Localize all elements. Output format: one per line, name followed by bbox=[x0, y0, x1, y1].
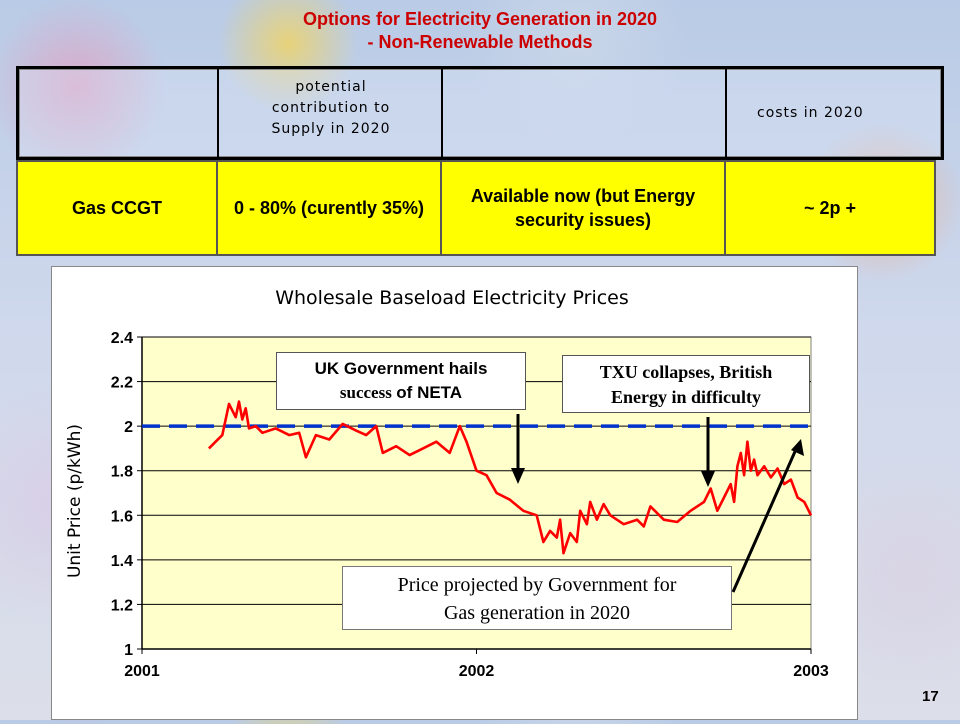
x-tick-label: 2001 bbox=[124, 663, 160, 680]
slide-title-line1: Options for Electricity Generation in 20… bbox=[302, 9, 658, 29]
annotation-projection: Price projected by Government for Gas ge… bbox=[342, 566, 732, 630]
annotation-neta-line1: UK Government hails bbox=[314, 359, 488, 378]
slide-title: Options for Electricity Generation in 20… bbox=[0, 8, 960, 54]
y-tick-label: 2.2 bbox=[111, 375, 133, 392]
chart-title: Wholesale Baseload Electricity Prices bbox=[275, 287, 629, 309]
y-tick-label: 1.8 bbox=[111, 464, 133, 481]
header-contribution-line3: Supply in 2020 bbox=[271, 121, 391, 137]
x-tick-label: 2003 bbox=[793, 663, 829, 680]
x-tick-label: 2002 bbox=[459, 663, 495, 680]
chart-container: Wholesale Baseload Electricity Prices Un… bbox=[51, 266, 858, 720]
header-contribution-text: potential contribution to Supply in 2020 bbox=[231, 77, 431, 140]
header-contribution-line2: contribution to bbox=[271, 100, 391, 116]
price-chart: Wholesale Baseload Electricity Prices Un… bbox=[65, 287, 829, 680]
header-cell-method bbox=[19, 69, 219, 157]
annotation-neta-line2b: of NETA bbox=[396, 383, 463, 402]
row-contribution: 0 - 80% (curently 35%) bbox=[218, 162, 442, 254]
projection-arrow-head bbox=[791, 439, 804, 456]
price-series-line bbox=[207, 400, 813, 555]
y-tick-label: 1.6 bbox=[111, 508, 133, 525]
annotation-txu: TXU collapses, British Energy in difficu… bbox=[562, 355, 810, 413]
y-tick-label: 1.2 bbox=[111, 597, 133, 614]
y-tick-label: 2.4 bbox=[111, 330, 133, 347]
y-tick-label: 1.4 bbox=[111, 553, 133, 570]
row-method: Gas CCGT bbox=[18, 162, 218, 254]
annotation-neta: UK Government hails success of NETA bbox=[276, 352, 526, 410]
annotation-txu-line1: TXU collapses, British bbox=[599, 362, 773, 382]
gas-ccgt-row: Gas CCGT 0 - 80% (curently 35%) Availabl… bbox=[16, 160, 936, 256]
annotation-neta-line2: success of NETA bbox=[277, 381, 525, 406]
header-cell-costs: costs in 2020 bbox=[727, 69, 941, 157]
slide-title-line2: - Non-Renewable Methods bbox=[367, 32, 593, 52]
annotation-neta-line2a: success bbox=[339, 383, 392, 402]
neta-arrow-head bbox=[511, 468, 525, 484]
y-tick-label: 2 bbox=[124, 419, 133, 436]
header-costs-text: costs in 2020 bbox=[757, 105, 864, 121]
header-contribution-line1: potential bbox=[295, 79, 367, 95]
annotation-txu-line2: Energy in difficulty bbox=[610, 387, 761, 407]
chart-y-axis-label: Unit Price (p/kWh) bbox=[65, 424, 85, 578]
header-cell-contribution: potential contribution to Supply in 2020 bbox=[219, 69, 443, 157]
projection-arrow-line bbox=[731, 446, 799, 593]
txu-arrow-head bbox=[701, 471, 715, 487]
y-tick-label: 1 bbox=[124, 642, 133, 659]
header-cell-availability bbox=[443, 69, 727, 157]
annotation-projection-line1: Price projected by Government for bbox=[397, 574, 677, 596]
page-number: 17 bbox=[922, 688, 939, 705]
header-table: potential contribution to Supply in 2020… bbox=[16, 66, 944, 160]
row-cost: ~ 2p + bbox=[803, 198, 857, 218]
annotation-projection-line2: Gas generation in 2020 bbox=[443, 602, 631, 624]
row-availability: Available now (but Energy security issue… bbox=[442, 162, 726, 254]
